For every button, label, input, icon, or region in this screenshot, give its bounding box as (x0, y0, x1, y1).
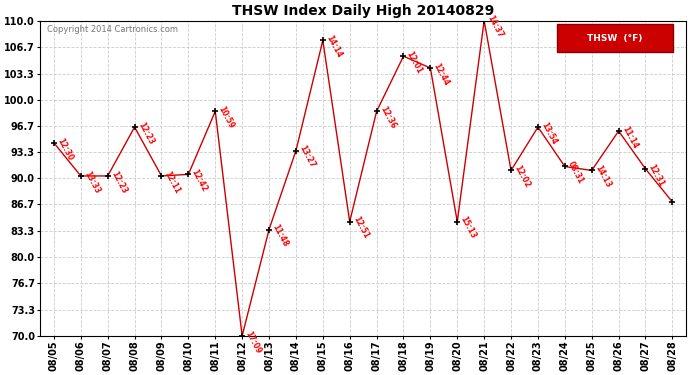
Text: 11:14: 11:14 (620, 124, 639, 150)
Text: 14:37: 14:37 (486, 14, 505, 40)
Text: 08:31: 08:31 (566, 160, 586, 186)
Text: 12:31: 12:31 (647, 162, 666, 188)
Text: 13:27: 13:27 (297, 144, 317, 170)
Text: 10:59: 10:59 (217, 105, 236, 130)
Text: 14:14: 14:14 (324, 34, 344, 59)
Text: THSW  (°F): THSW (°F) (587, 33, 642, 42)
Text: 12:51: 12:51 (351, 215, 371, 240)
Text: 12:44: 12:44 (432, 62, 451, 87)
Text: 12:01: 12:01 (405, 50, 424, 75)
Text: 14:13: 14:13 (593, 164, 612, 189)
FancyBboxPatch shape (557, 24, 673, 52)
Text: 12:23: 12:23 (136, 120, 155, 146)
Text: 15:13: 15:13 (459, 215, 478, 240)
Text: 17:09: 17:09 (244, 329, 263, 355)
Text: 13:54: 13:54 (540, 120, 558, 146)
Text: 12:11: 12:11 (163, 170, 182, 195)
Text: 12:42: 12:42 (190, 168, 209, 194)
Text: 12:02: 12:02 (513, 164, 532, 189)
Title: THSW Index Daily High 20140829: THSW Index Daily High 20140829 (232, 4, 494, 18)
Text: 12:23: 12:23 (109, 170, 128, 195)
Text: 12:30: 12:30 (55, 136, 75, 162)
Text: 13:33: 13:33 (82, 170, 101, 195)
Text: Copyright 2014 Cartronics.com: Copyright 2014 Cartronics.com (47, 26, 178, 34)
Text: 11:48: 11:48 (270, 223, 290, 249)
Text: 12:36: 12:36 (378, 105, 397, 130)
